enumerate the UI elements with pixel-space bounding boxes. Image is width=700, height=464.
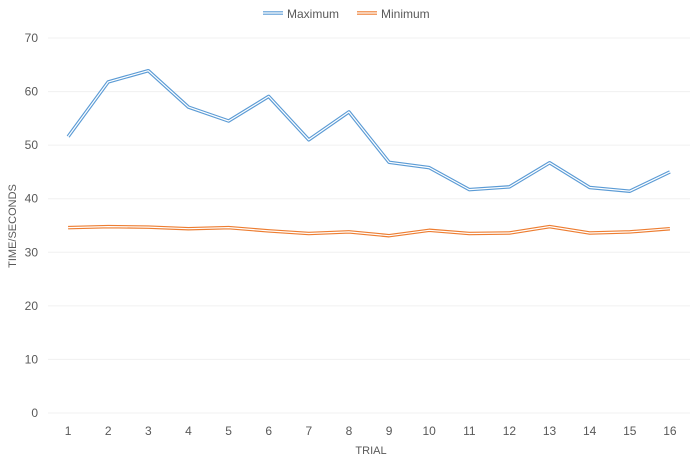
y-tick-label: 20 [25, 299, 39, 313]
x-tick-label: 3 [145, 424, 152, 438]
x-tick-label: 10 [423, 424, 437, 438]
x-tick-label: 13 [543, 424, 557, 438]
gridlines [48, 37, 690, 414]
x-tick-label: 5 [225, 424, 232, 438]
x-tick-label: 7 [305, 424, 312, 438]
legend-label: Maximum [287, 7, 339, 21]
series-line-inner-maximum [67, 70, 671, 192]
x-tick-label: 8 [346, 424, 353, 438]
x-tick-label: 16 [663, 424, 677, 438]
y-tick-label: 50 [25, 138, 39, 152]
series-line-inner-minimum [68, 226, 670, 237]
series-maximum [66, 68, 671, 193]
x-tick-label: 14 [583, 424, 597, 438]
x-axis-title: TRIAL [355, 445, 386, 457]
y-axis-title: TIME/SECONDS [7, 184, 19, 268]
legend-item-minimum: Minimum [357, 7, 430, 21]
y-tick-label: 60 [25, 85, 39, 99]
series-minimum [68, 224, 671, 238]
x-tick-label: 6 [265, 424, 272, 438]
y-tick-label: 40 [25, 192, 39, 206]
series-lines [66, 68, 671, 238]
x-axis-ticks: 1 2 3 4 5 6 7 8 9 10 11 12 13 14 15 16 [65, 424, 677, 438]
y-tick-label: 70 [25, 31, 39, 45]
y-axis-ticks: 0 10 20 30 40 50 60 70 [25, 31, 39, 420]
x-tick-label: 4 [185, 424, 192, 438]
x-tick-label: 15 [623, 424, 637, 438]
legend-item-maximum: Maximum [263, 7, 339, 21]
x-tick-label: 12 [503, 424, 517, 438]
series-line-maximum [66, 68, 671, 193]
y-tick-label: 10 [25, 352, 39, 366]
legend-label: Minimum [381, 7, 430, 21]
x-tick-label: 2 [105, 424, 112, 438]
x-tick-label: 9 [386, 424, 393, 438]
legend: Maximum Minimum [263, 7, 430, 21]
y-tick-label: 0 [31, 406, 38, 420]
y-tick-label: 30 [25, 245, 39, 259]
x-tick-label: 11 [463, 424, 476, 438]
x-tick-label: 1 [65, 424, 72, 438]
